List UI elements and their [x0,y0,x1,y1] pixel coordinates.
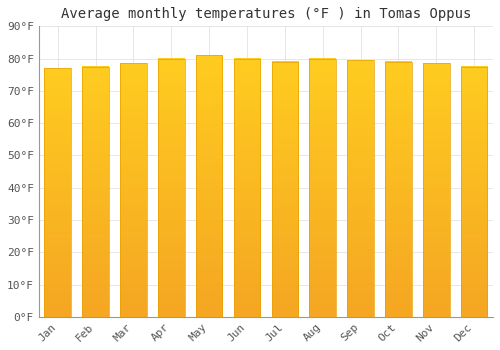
Bar [196,55,222,317]
Bar [44,68,71,317]
Bar [461,66,487,317]
Bar [158,58,184,317]
Bar [423,63,450,317]
Bar [348,60,374,317]
Bar [234,58,260,317]
Bar [82,66,109,317]
Bar [272,62,298,317]
Bar [385,62,411,317]
Title: Average monthly temperatures (°F ) in Tomas Oppus: Average monthly temperatures (°F ) in To… [60,7,471,21]
Bar [310,58,336,317]
Bar [120,63,146,317]
